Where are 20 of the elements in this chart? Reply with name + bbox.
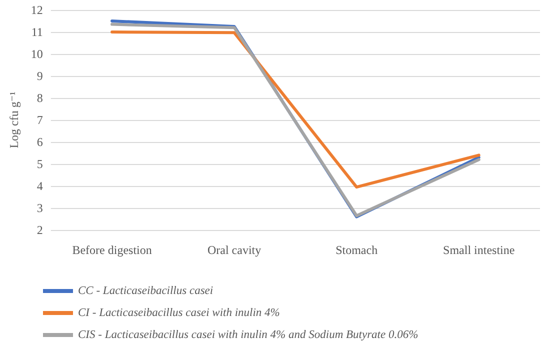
legend-label: CI - Lacticaseibacillus casei with inulin 4% <box>78 307 280 319</box>
legend-label: CC - Lacticaseibacillus casei <box>78 285 214 297</box>
x-tick-label: Before digestion <box>72 243 152 257</box>
x-tick-label: Small intestine <box>443 243 515 257</box>
x-tick-label: Stomach <box>336 243 378 257</box>
y-tick-label: 11 <box>31 25 43 39</box>
y-tick-label: 7 <box>36 113 43 127</box>
y-tick-label: 5 <box>36 157 43 171</box>
line-series <box>110 30 480 189</box>
y-tick-label: 12 <box>30 3 43 17</box>
y-tick-label: 10 <box>30 47 43 61</box>
y-tick-label: 4 <box>36 179 43 193</box>
y-tick-label: 3 <box>36 201 43 215</box>
legend-label: CIS - Lacticaseibacillus casei with inulin 4% and Sodium Butyrate 0.06% <box>78 329 418 341</box>
y-axis-title: Log cfu g⁻¹ <box>7 91 21 148</box>
x-tick-label: Oral cavity <box>207 243 262 257</box>
y-tick-label: 2 <box>36 223 43 237</box>
y-tick-label: 6 <box>36 135 43 149</box>
y-tick-label: 8 <box>36 91 43 105</box>
y-tick-label: 9 <box>36 69 43 83</box>
